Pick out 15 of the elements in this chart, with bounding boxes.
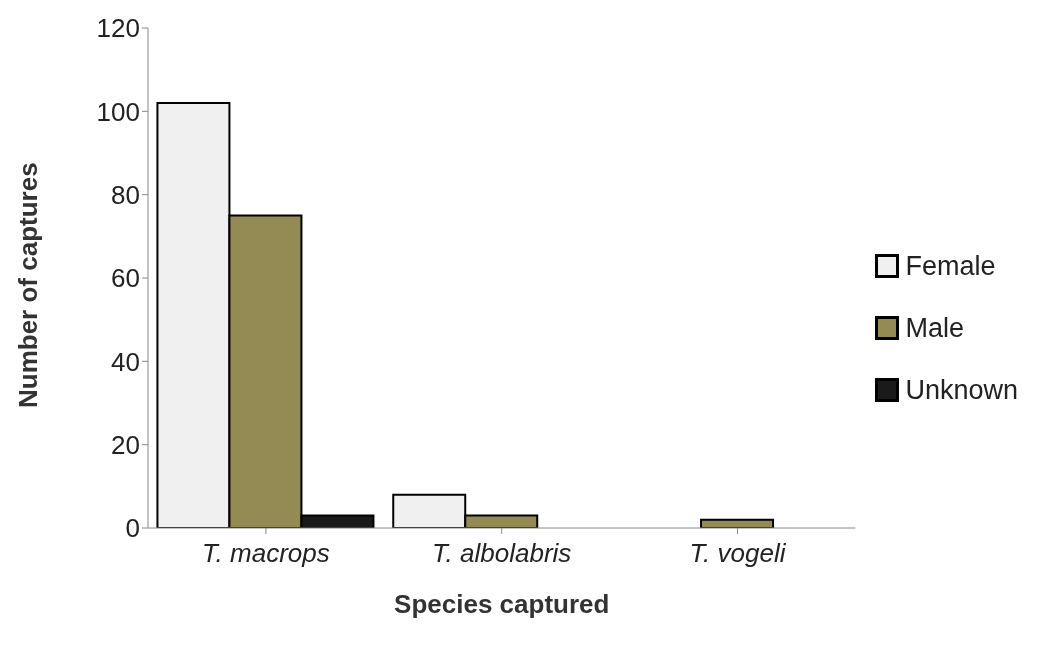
x-tick-label: T. vogeli bbox=[689, 538, 787, 568]
y-tick-label: 60 bbox=[111, 263, 140, 294]
legend-label: Unknown bbox=[905, 374, 1018, 406]
x-tick-label: T. albolabris bbox=[432, 538, 572, 568]
y-tick-label: 40 bbox=[111, 346, 140, 377]
y-tick-label: 120 bbox=[96, 13, 140, 44]
legend-label: Female bbox=[905, 250, 996, 282]
y-axis-title: Number of captures bbox=[13, 162, 44, 408]
x-axis-title: Species captured bbox=[394, 589, 610, 619]
y-tick-label: 80 bbox=[111, 179, 140, 210]
y-tick-label: 100 bbox=[96, 96, 140, 127]
x-tick-label: T. macrops bbox=[202, 538, 330, 568]
y-tick-label: 0 bbox=[125, 513, 140, 544]
y-tick-label: 20 bbox=[111, 429, 140, 460]
legend-label: Male bbox=[905, 312, 964, 344]
